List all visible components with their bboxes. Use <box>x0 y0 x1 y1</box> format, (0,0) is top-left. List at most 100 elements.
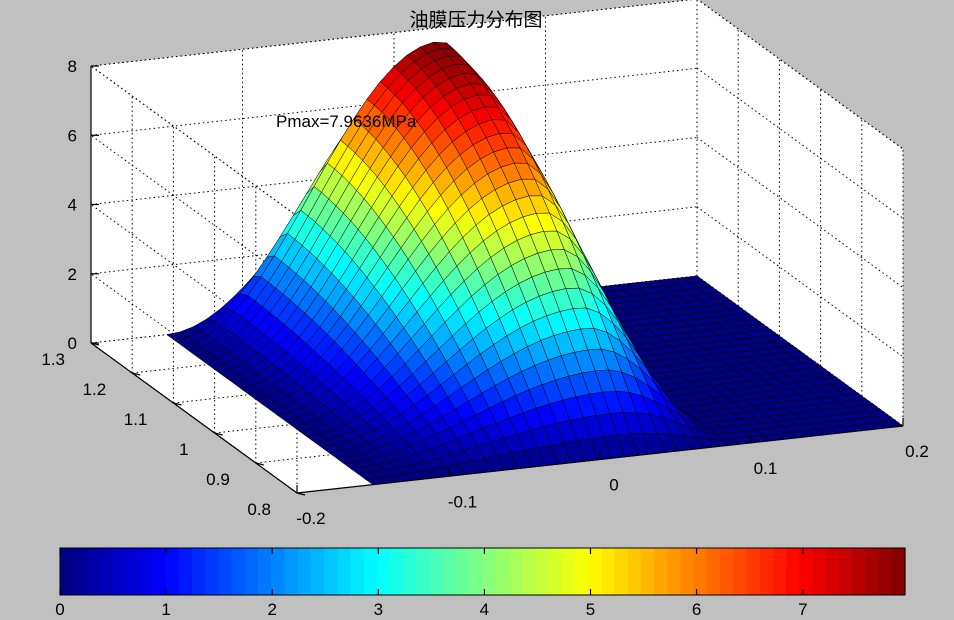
colorbar-swatch <box>231 548 246 595</box>
colorbar-swatch <box>178 548 193 595</box>
colorbar-swatch <box>244 548 259 595</box>
x-tick-label: 0.2 <box>905 442 929 461</box>
colorbar-swatch <box>772 548 787 595</box>
colorbar-swatch <box>350 548 365 595</box>
grid-line-z <box>696 137 904 288</box>
colorbar-swatch <box>588 548 602 595</box>
y-tick-labels: 0.8 0.9 1 1.1 1.2 1.3 <box>41 342 306 519</box>
colorbar-tick-label: 0 <box>55 600 64 619</box>
colorbar-swatch <box>799 548 814 595</box>
colorbar-swatch <box>310 548 325 595</box>
y-tick-label: 0.9 <box>206 470 230 489</box>
colorbar-swatch <box>442 548 457 595</box>
colorbar-tick-label: 3 <box>374 600 383 619</box>
colorbar-swatch <box>561 548 576 595</box>
colorbar-swatch <box>746 548 761 595</box>
colorbar-swatch <box>878 548 893 595</box>
y-tick-mark <box>132 372 141 376</box>
y-tick-label: 1.1 <box>124 410 148 429</box>
colorbar-tick-label: 7 <box>798 600 807 619</box>
colorbar-swatch <box>627 548 642 595</box>
grid-line-z <box>90 204 298 355</box>
y-tick-mark <box>214 432 223 436</box>
colorbar-swatch <box>654 548 668 595</box>
colorbar-swatch <box>852 548 866 595</box>
chart-title: 油膜压力分布图 <box>409 9 542 31</box>
colorbar-swatch <box>126 548 140 595</box>
colorbar-swatch <box>720 548 734 595</box>
grid-line-z <box>696 206 904 358</box>
colorbar-swatch <box>733 548 748 595</box>
colorbar-swatch <box>60 548 74 595</box>
colorbar-swatch <box>601 548 616 595</box>
colorbar-swatch <box>324 548 338 595</box>
colorbar-swatch <box>218 548 233 595</box>
colorbar-swatch <box>706 548 721 595</box>
colorbar-swatch <box>73 548 87 595</box>
colorbar-swatch <box>812 548 827 595</box>
colorbar-swatch <box>139 548 154 595</box>
colorbar-tick-label: 5 <box>586 600 595 619</box>
pmax-annotation: Pmax=7.9636MPa <box>276 112 417 131</box>
grid-line-z <box>90 65 298 217</box>
colorbar-swatch <box>258 548 272 595</box>
x-tick-label: 0 <box>609 476 618 495</box>
colorbar-swatch <box>759 548 774 595</box>
grid-line-z <box>696 67 904 219</box>
colorbar <box>59 547 906 596</box>
colorbar-swatch <box>495 548 510 595</box>
z-tick-label: 0 <box>68 334 77 353</box>
colorbar-swatch <box>535 548 550 595</box>
colorbar-swatch <box>284 548 299 595</box>
colorbar-tick-label: 2 <box>267 600 276 619</box>
colorbar-swatch <box>574 548 589 595</box>
colorbar-swatch <box>271 548 286 595</box>
x-tick-label: -0.1 <box>448 492 477 511</box>
colorbar-tick-label: 4 <box>480 600 489 619</box>
colorbar-swatch <box>482 548 497 595</box>
z-tick-label: 8 <box>68 57 77 76</box>
colorbar-swatch <box>640 548 655 595</box>
z-tick-labels: 0 2 4 6 8 <box>68 57 99 353</box>
z-tick-label: 4 <box>68 196 77 215</box>
colorbar-swatch <box>522 548 536 595</box>
colorbar-swatch <box>297 548 312 595</box>
z-tick-label: 6 <box>68 126 77 145</box>
colorbar-swatch <box>865 548 880 595</box>
colorbar-swatch <box>86 548 101 595</box>
colorbar-swatch <box>838 548 853 595</box>
grid-line-z <box>90 134 298 286</box>
colorbar-tick-labels: 0 1 2 3 4 5 6 7 <box>55 548 808 619</box>
y-tick-label: 1.2 <box>83 380 107 399</box>
colorbar-frame <box>59 547 906 596</box>
colorbar-tick-label: 1 <box>161 600 170 619</box>
x-tick-label: 0.1 <box>754 459 778 478</box>
colorbar-swatch <box>363 548 378 595</box>
colorbar-swatch <box>390 548 404 595</box>
pressure-surface <box>166 41 904 485</box>
colorbar-swatch <box>403 548 418 595</box>
y-tick-label: 1 <box>179 440 188 459</box>
colorbar-swatch <box>416 548 431 595</box>
colorbar-swatch <box>786 548 800 595</box>
colorbar-swatch <box>429 548 444 595</box>
y-tick-mark <box>296 492 306 496</box>
colorbar-swatch <box>165 548 180 595</box>
colorbar-swatch <box>667 548 682 595</box>
colorbar-tick-label: 6 <box>692 600 701 619</box>
colorbar-swatch <box>469 548 484 595</box>
colorbar-swatch <box>891 548 906 595</box>
grid-line-z <box>697 0 904 150</box>
colorbar-swatch <box>112 548 127 595</box>
colorbar-swatch <box>456 548 470 595</box>
y-tick-mark <box>255 462 264 466</box>
colorbar-swatch <box>205 548 220 595</box>
x-tick-label: -0.2 <box>296 509 325 528</box>
colorbar-swatch <box>508 548 523 595</box>
colorbar-swatch <box>693 548 708 595</box>
y-tick-mark <box>173 402 182 406</box>
colorbar-swatch <box>337 548 352 595</box>
x-tick-labels: -0.2 -0.1 0 0.1 0.2 <box>296 418 929 528</box>
colorbar-swatch <box>376 548 391 595</box>
